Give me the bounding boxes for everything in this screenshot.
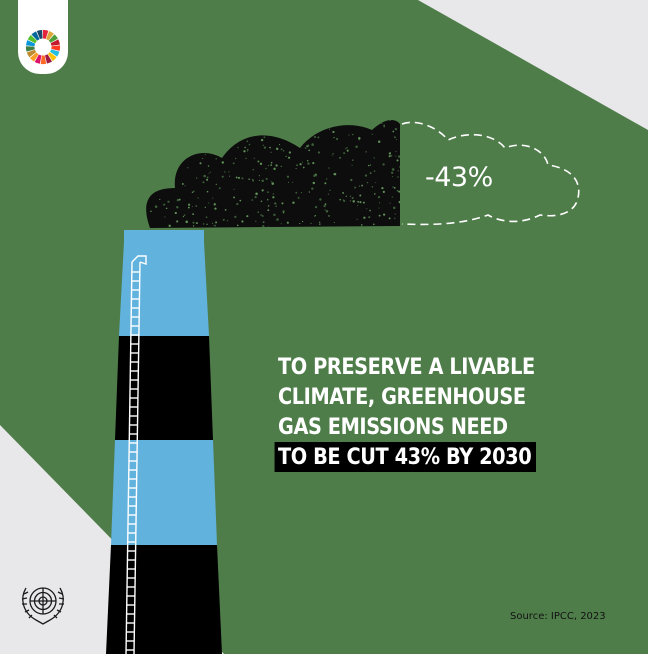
- sdg-wheel-segment: [50, 49, 60, 57]
- sdg-wheel-segment: [44, 54, 53, 64]
- sdg-wheel-segment: [27, 34, 37, 44]
- sdg-wheel-segment: [43, 29, 49, 39]
- headline-line-3: GAS EMISSIONS NEED: [278, 414, 508, 440]
- sdg-wheel-segment: [31, 31, 40, 41]
- sdg-wheel-segment: [47, 52, 57, 62]
- sdg-wheel-segment: [29, 52, 39, 62]
- ladder: [125, 255, 147, 654]
- sdg-wheel-segment: [34, 54, 42, 64]
- sdg-wheel-segment: [26, 49, 37, 58]
- sdg-wheel-segment: [25, 40, 36, 47]
- sdg-wheel-segment: [40, 55, 47, 65]
- chimney: [106, 230, 222, 654]
- un-emblem-icon: [21, 587, 65, 625]
- source-citation: Source: IPCC, 2023: [510, 611, 606, 622]
- sdg-wheel-segment: [46, 31, 54, 41]
- headline-line-1: TO PRESERVE A LIVABLE: [278, 354, 535, 380]
- sdg-wheel-icon: [25, 29, 61, 65]
- sdg-wheel-segment: [50, 39, 60, 46]
- headline-highlight: TO BE CUT 43% BY 2030: [274, 442, 537, 472]
- reduced-emissions-outline: [401, 121, 580, 226]
- headline-line-2: CLIMATE, GREENHOUSE: [278, 384, 526, 410]
- headline: TO PRESERVE A LIVABLE CLIMATE, GREENHOUS…: [274, 352, 537, 472]
- sdg-wheel-segment: [48, 34, 58, 43]
- reduction-percent: -43%: [425, 162, 493, 193]
- sdg-wheel-segment: [25, 46, 35, 52]
- sdg-wheel-segment: [51, 45, 61, 51]
- smoke-cloud: [146, 120, 400, 228]
- sdg-wheel-segment: [36, 29, 43, 40]
